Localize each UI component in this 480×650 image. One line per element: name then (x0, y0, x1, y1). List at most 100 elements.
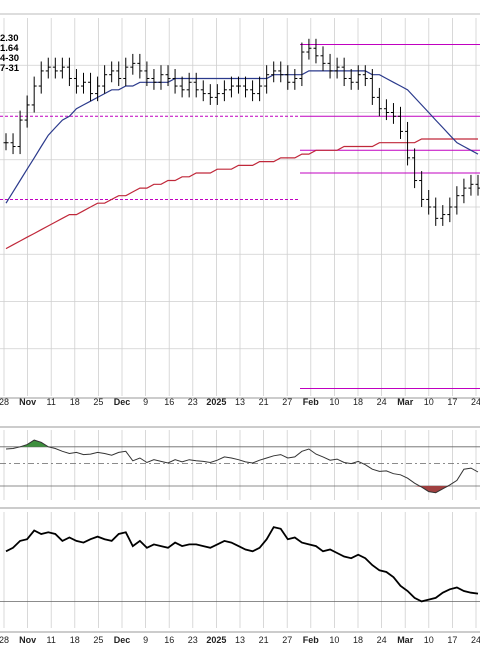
x-axis-tick-label: 24 (471, 635, 480, 645)
x-axis-tick-label: Dec (114, 397, 131, 407)
ohlc-bar (454, 186, 460, 215)
ohlc-bar (186, 72, 192, 98)
ohlc-bar (10, 133, 16, 155)
x-axis-tick-label: 11 (47, 635, 56, 645)
x-axis-tick-label: 21 (259, 397, 269, 407)
ohlc-bar (433, 197, 439, 226)
x-axis-tick-label: 13 (235, 635, 245, 645)
ohlc-bar (475, 174, 480, 196)
ohlc-bar (59, 57, 65, 79)
oversold-fill (6, 486, 478, 493)
x-axis-tick-label: Mar (397, 635, 414, 645)
x-axis-tick-label: 10 (424, 635, 434, 645)
ohlc-bar (235, 76, 241, 94)
x-axis-tick-label: 2025 (206, 635, 226, 645)
grid-lines (0, 13, 480, 633)
ohlc-bar (116, 61, 122, 87)
ohlc-bar (123, 57, 129, 87)
x-axis-tick-label: 28 (0, 397, 9, 407)
ohlc-bar (243, 76, 249, 98)
ohlc-bar (73, 69, 79, 94)
ohlc-bar (95, 76, 101, 102)
ohlc-bar (66, 57, 72, 87)
x-axis-tick-label: 9 (143, 397, 148, 407)
oscillator-1-line (5, 439, 479, 494)
ohlc-bar (144, 61, 150, 87)
ohlc-bar (102, 65, 108, 94)
x-axis-tick-label: 10 (424, 397, 434, 407)
ohlc-bar (165, 65, 171, 87)
ohlc-bar (45, 57, 51, 79)
ohlc-bar (299, 42, 305, 87)
ohlc-bar (88, 72, 94, 102)
ohlc-bar (207, 84, 213, 105)
ohlc-bar (376, 87, 382, 117)
ohlc-bar (369, 69, 375, 105)
ohlc-bar (278, 61, 284, 83)
legend-value: 4-30 (0, 53, 20, 64)
x-axis-tick-label: 28 (0, 635, 9, 645)
ohlc-bar (320, 46, 326, 71)
ohlc-bar (405, 121, 411, 166)
ohlc-bar (334, 57, 340, 79)
x-axis-tick-label: Feb (303, 397, 320, 407)
ohlc-bar (461, 178, 467, 204)
ohlc-bar (3, 133, 9, 151)
ohlc-bar (179, 76, 185, 98)
legend-value: 1.64 (0, 43, 19, 54)
x-axis-tick-label: 18 (353, 397, 363, 407)
x-axis-tick-label: 16 (164, 635, 174, 645)
ohlc-bar (151, 69, 157, 90)
x-axis-tick-label: Dec (114, 635, 131, 645)
ohlc-bar (80, 72, 86, 94)
ohlc-bar (228, 76, 234, 98)
x-axis-tick-label: Mar (397, 397, 414, 407)
ohlc-bar (250, 80, 256, 102)
x-axis-tick-label: 24 (377, 635, 387, 645)
ohlc-bar (257, 76, 263, 102)
ohlc-bar (214, 84, 220, 105)
ohlc-bar (285, 65, 291, 90)
ohlc-bar (17, 110, 23, 155)
ohlc-bar (130, 53, 136, 75)
x-axis-tick-label: 18 (353, 635, 363, 645)
ohlc-bar (341, 57, 347, 87)
ohlc-bar (31, 76, 37, 113)
price-panel (0, 38, 480, 389)
x-axis-tick-label: Nov (19, 635, 36, 645)
x-axis-tick-label: 18 (70, 397, 80, 407)
ohlc-bar (200, 80, 206, 102)
ohlc-bar (221, 80, 227, 102)
ohlc-bar (172, 69, 178, 94)
x-axis-tick-label: 10 (329, 397, 339, 407)
ohlc-bar (109, 61, 115, 83)
ohlc-bar (38, 61, 44, 94)
moving-average-short (5, 70, 479, 204)
x-axis-tick-label: 16 (164, 397, 174, 407)
x-axis-labels: 28 Nov 11 18 25 Dec 9 16 23 2025 13 21 27 Feb 10 18 24 Ma… (0, 397, 480, 645)
x-axis-tick-label: 18 (70, 635, 80, 645)
ohlc-bar (348, 69, 354, 90)
x-axis-tick-label: 25 (93, 397, 103, 407)
x-axis-tick-label: 27 (282, 635, 292, 645)
oscillator-2-line (5, 526, 479, 603)
x-axis-tick-label: 24 (377, 397, 387, 407)
x-axis-tick-label: 21 (259, 635, 269, 645)
ohlc-bar (313, 38, 319, 64)
ohlc-bar (137, 53, 143, 79)
ohlc-bar (355, 65, 361, 90)
x-axis-tick-label: 13 (235, 397, 245, 407)
x-axis-tick-label: 17 (447, 635, 457, 645)
x-axis-tick-label: 9 (143, 635, 148, 645)
ohlc-bar (426, 189, 432, 215)
ohlc-bar (390, 103, 396, 124)
ohlc-bar (447, 197, 453, 223)
overbought-fill (6, 440, 478, 447)
ohlc-bar (193, 72, 199, 98)
ohlc-bar (440, 205, 446, 226)
legend-values: 2.30 1.64 4-30 7-31 (0, 34, 19, 74)
x-axis-tick-label: 23 (188, 397, 198, 407)
x-axis-tick-label: 24 (471, 397, 480, 407)
x-axis-tick-label: 10 (329, 635, 339, 645)
ohlc-bar (158, 65, 164, 90)
